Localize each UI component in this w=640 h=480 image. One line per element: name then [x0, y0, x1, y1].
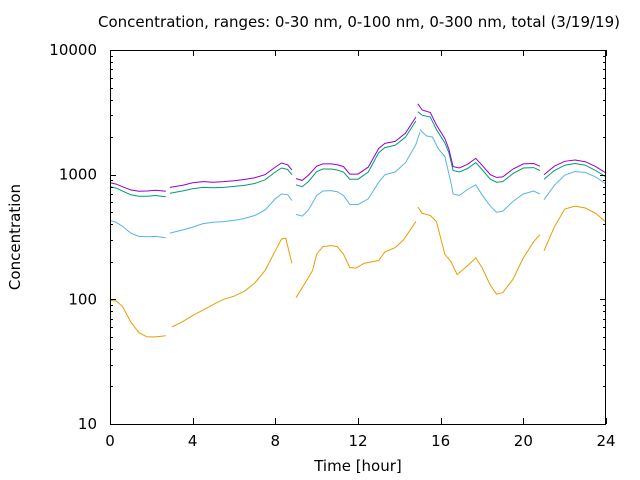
series-3-segment-3: [417, 103, 541, 178]
series-0-segment-2: [295, 221, 417, 298]
x-axis-label: Time [hour]: [314, 457, 402, 475]
y-tick-label: 1000: [59, 166, 97, 184]
series-1-segment-0: [109, 219, 166, 239]
y-tick-label: 10: [78, 415, 97, 433]
series-0-segment-1: [171, 237, 293, 328]
series-1-segment-1: [169, 193, 293, 234]
series-0-segment-4: [543, 205, 607, 251]
x-tick-label: 8: [271, 432, 281, 450]
series-layer: [109, 103, 607, 338]
y-axis-label: Concentration: [6, 183, 24, 291]
series-1-segment-3: [419, 129, 541, 213]
series-3-segment-4: [543, 159, 607, 176]
y-tick-label: 10000: [49, 41, 97, 59]
series-2-segment-0: [109, 186, 166, 198]
series-2-segment-4: [543, 162, 607, 180]
series-1-segment-2: [295, 131, 421, 217]
series-1-segment-4: [543, 170, 607, 200]
x-tick-label: 20: [514, 432, 533, 450]
x-tick-label: 12: [348, 432, 367, 450]
series-3-segment-0: [109, 182, 166, 192]
x-tick-label: 24: [596, 432, 615, 450]
x-tick-label: 4: [188, 432, 198, 450]
series-2-segment-2: [295, 120, 417, 188]
x-tick-label: 16: [431, 432, 450, 450]
series-3-segment-1: [169, 162, 293, 188]
series-2-segment-3: [417, 111, 541, 183]
x-tick-label: 0: [105, 432, 115, 450]
tick-layer: 0 4 8 12 16 20 24 10 100 1000 10000: [49, 41, 615, 450]
series-3-segment-2: [295, 116, 417, 181]
chart-title: Concentration, ranges: 0-30 nm, 0-100 nm…: [98, 13, 620, 31]
plot-frame: [110, 50, 606, 425]
series-0-segment-0: [109, 299, 166, 338]
series-2-segment-1: [169, 167, 293, 194]
series-0-segment-3: [417, 206, 541, 295]
y-tick-label: 100: [68, 290, 97, 308]
